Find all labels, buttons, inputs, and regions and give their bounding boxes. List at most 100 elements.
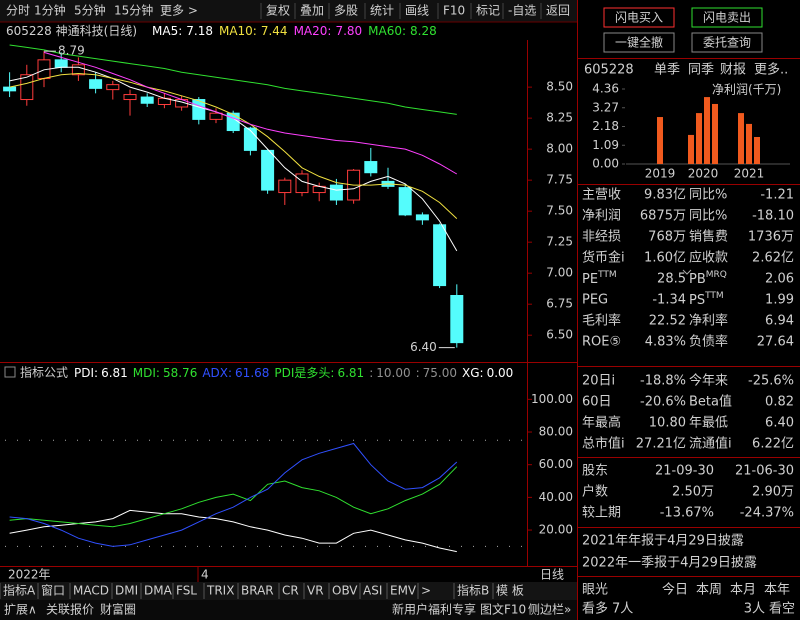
- indicator-header-name: XG:: [462, 366, 484, 380]
- row-value: 6.22亿: [752, 437, 794, 452]
- ma-legend-label: MA10:: [219, 24, 257, 38]
- candle-body: [209, 112, 223, 120]
- candle-body: [329, 184, 343, 201]
- panel-tab[interactable]: 单季: [654, 63, 680, 78]
- indicator-tab[interactable]: DMA: [144, 584, 173, 598]
- toolbar-item[interactable]: 统计: [370, 4, 394, 18]
- stock-name: 神通科技(日线): [56, 24, 137, 38]
- row-label: 20日i: [582, 374, 615, 389]
- status-item[interactable]: 新用户福利专享: [392, 602, 476, 617]
- sentiment-tab[interactable]: 今日: [662, 582, 688, 598]
- row-value: 21-06-30: [735, 464, 794, 479]
- trade-button[interactable]: [603, 7, 675, 28]
- row-value: -1.21: [760, 188, 794, 203]
- ma-legend: MA20: 7.80: [294, 24, 363, 38]
- toolbar-item[interactable]: 叠加: [300, 4, 324, 18]
- status-item[interactable]: 图文F10: [480, 602, 526, 617]
- trade-button[interactable]: [603, 32, 675, 53]
- row-value: 27.64: [757, 335, 794, 350]
- candle-body: [398, 187, 412, 216]
- row-label: 年最高: [582, 415, 621, 431]
- row-value: -25.6%: [748, 374, 794, 389]
- status-item[interactable]: 财富圈: [100, 602, 136, 617]
- trade-button-label[interactable]: 委托查询: [703, 36, 751, 50]
- row-value: 6875万: [640, 209, 686, 224]
- toolbar-item[interactable]: 画线: [405, 4, 429, 18]
- indicator-tab[interactable]: OBV: [332, 584, 358, 598]
- indicator-header-value: 10.00: [376, 366, 410, 380]
- toolbar-item[interactable]: -自选: [508, 4, 536, 18]
- toolbar-item[interactable]: 5分钟: [74, 3, 106, 18]
- sentiment-tab[interactable]: 本周: [696, 583, 722, 598]
- row-value: 6.94: [765, 314, 794, 329]
- trade-button-label[interactable]: 闪电卖出: [703, 11, 751, 25]
- toolbar-item[interactable]: 返回: [546, 4, 570, 18]
- toolbar-item[interactable]: 15分钟: [114, 3, 153, 18]
- indicator-tab[interactable]: MACD: [73, 584, 109, 598]
- candle-body: [226, 112, 240, 132]
- toolbar-item[interactable]: 复权: [266, 4, 290, 18]
- toolbar-item[interactable]: 多股: [334, 4, 358, 18]
- indicator-tab[interactable]: VR: [307, 584, 324, 598]
- toolbar-item[interactable]: 1分钟: [34, 3, 66, 18]
- panel-tab[interactable]: 更多..: [754, 62, 788, 78]
- y-tick-label: 6.50: [546, 328, 573, 342]
- indicator-line: [9, 466, 458, 528]
- stock-code: 605228: [6, 24, 52, 38]
- row-value: 0.82: [765, 395, 794, 410]
- panel-tab[interactable]: 同季: [688, 63, 714, 78]
- indicator-tab[interactable]: TRIX: [206, 584, 234, 598]
- row-value: -13.67%: [660, 506, 714, 521]
- sentiment-tab[interactable]: 本月: [730, 583, 756, 598]
- row-label: 毛利率: [582, 313, 621, 329]
- row-label: PBMRQ: [689, 270, 727, 287]
- status-item[interactable]: 关联报价: [46, 602, 94, 617]
- row-value: 9.83亿: [644, 188, 686, 203]
- trade-button-label[interactable]: 闪电买入: [615, 11, 663, 25]
- candle-body: [278, 179, 292, 194]
- ma-legend: MA5: 7.18: [152, 24, 213, 38]
- indicator-tab[interactable]: ASI: [363, 584, 382, 598]
- toolbar-item[interactable]: 更多 >: [160, 4, 198, 18]
- indicator-tab[interactable]: 指标A: [3, 583, 36, 598]
- toolbar-bg: [0, 0, 577, 22]
- indicator-tab[interactable]: EMV: [390, 584, 417, 598]
- indicator-tab[interactable]: CR: [282, 584, 299, 598]
- toolbar-item[interactable]: 标记: [476, 4, 500, 18]
- status-item[interactable]: 侧边栏»: [528, 602, 571, 617]
- indicator-tab[interactable]: FSL: [176, 584, 197, 598]
- indicator-tab[interactable]: >: [421, 584, 431, 598]
- y-tick-label: 40.00: [539, 490, 573, 504]
- bar: [657, 117, 663, 164]
- row-label: 较上期: [582, 506, 621, 521]
- indicator-tab[interactable]: 窗口: [41, 584, 65, 598]
- sentiment-tab[interactable]: 本年: [764, 583, 790, 598]
- x-tick-label: 2020: [688, 167, 719, 181]
- indicator-tab[interactable]: BRAR: [241, 584, 274, 598]
- indicator-tab[interactable]: 指标B: [457, 583, 489, 598]
- panel-tab[interactable]: 财报: [720, 63, 746, 78]
- status-item[interactable]: 扩展∧: [4, 603, 37, 617]
- y-tick-label: 4.36: [592, 82, 619, 96]
- trade-button-label[interactable]: 一键全撤: [615, 35, 663, 50]
- y-tick-label: 2.18: [592, 119, 619, 133]
- toolbar-item[interactable]: F10: [443, 4, 465, 18]
- row-label: ROE⑤: [582, 335, 621, 350]
- bar: [754, 136, 760, 164]
- row-value: 6.40: [765, 416, 794, 431]
- row-label-text: PE: [582, 272, 598, 287]
- indicator-header: :10.00: [369, 366, 410, 380]
- trade-button[interactable]: [691, 32, 763, 53]
- candle-body: [89, 79, 103, 89]
- ma-legend: MA10: 7.44: [219, 24, 288, 38]
- indicator-tab[interactable]: DMI: [115, 584, 138, 598]
- indicator-header: MDI: 58.76: [133, 366, 198, 380]
- row-value: 1.99: [765, 293, 794, 308]
- trade-button[interactable]: [691, 7, 763, 28]
- toolbar-item[interactable]: 分时: [6, 4, 30, 18]
- indicator-tab[interactable]: 模 板: [496, 584, 524, 598]
- bar: [704, 97, 710, 164]
- y-tick-label: 7.75: [546, 173, 573, 187]
- candle-body: [415, 214, 429, 221]
